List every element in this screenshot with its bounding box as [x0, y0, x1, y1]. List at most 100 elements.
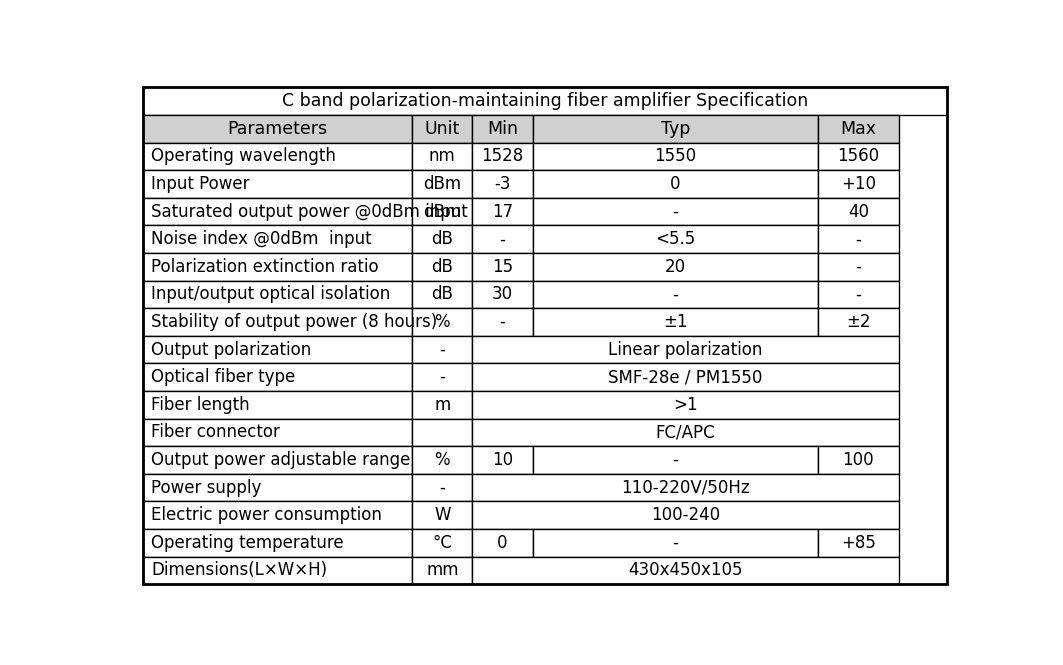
Bar — [472, 143, 533, 170]
Text: Noise index @0dBm  input: Noise index @0dBm input — [151, 230, 372, 248]
Text: dBm: dBm — [423, 175, 461, 193]
Text: Input/output optical isolation: Input/output optical isolation — [151, 285, 390, 303]
Text: +85: +85 — [841, 534, 876, 552]
Text: Stability of output power (8 hours): Stability of output power (8 hours) — [151, 313, 437, 331]
Bar — [142, 198, 412, 225]
Bar — [412, 363, 472, 391]
Text: %: % — [435, 313, 450, 331]
Text: m: m — [434, 396, 451, 414]
Text: 10: 10 — [492, 451, 513, 469]
Bar — [412, 336, 472, 363]
Bar — [533, 170, 819, 198]
Bar — [412, 309, 472, 336]
Text: ±2: ±2 — [846, 313, 871, 331]
Text: +10: +10 — [841, 175, 876, 193]
Bar — [533, 253, 819, 281]
Text: dB: dB — [432, 258, 453, 276]
Bar — [533, 225, 819, 253]
Bar — [819, 281, 898, 309]
Text: Optical fiber type: Optical fiber type — [151, 368, 296, 386]
Text: 1528: 1528 — [482, 148, 524, 166]
Bar — [412, 391, 472, 418]
Text: SMF-28e / PM1550: SMF-28e / PM1550 — [608, 368, 762, 386]
Bar — [412, 170, 472, 198]
Text: -: - — [856, 258, 861, 276]
Bar — [412, 253, 472, 281]
Text: W: W — [434, 506, 451, 524]
Text: 110-220V/50Hz: 110-220V/50Hz — [621, 479, 749, 497]
Bar — [412, 115, 472, 143]
Bar — [819, 225, 898, 253]
Text: dB: dB — [432, 230, 453, 248]
Text: -: - — [856, 285, 861, 303]
Text: Fiber connector: Fiber connector — [151, 424, 280, 442]
Text: Output power adjustable range: Output power adjustable range — [151, 451, 410, 469]
Text: <5.5: <5.5 — [655, 230, 695, 248]
Bar — [412, 501, 472, 529]
Text: -: - — [673, 203, 678, 221]
Bar — [533, 143, 819, 170]
Bar — [472, 473, 898, 501]
Text: Input Power: Input Power — [151, 175, 250, 193]
Bar — [142, 309, 412, 336]
Bar — [142, 225, 412, 253]
Bar — [472, 363, 898, 391]
Text: Saturated output power @0dBm input: Saturated output power @0dBm input — [151, 203, 468, 221]
Bar — [142, 446, 412, 473]
Text: 0: 0 — [497, 534, 508, 552]
Text: 40: 40 — [848, 203, 868, 221]
Bar — [412, 473, 472, 501]
Text: Typ: Typ — [661, 120, 690, 138]
Bar — [819, 446, 898, 473]
Text: nm: nm — [428, 148, 456, 166]
Text: ±1: ±1 — [663, 313, 688, 331]
Bar — [472, 529, 533, 557]
Bar — [819, 170, 898, 198]
Bar — [142, 253, 412, 281]
Bar — [533, 281, 819, 309]
Bar — [142, 557, 412, 584]
Bar — [412, 557, 472, 584]
Text: Linear polarization: Linear polarization — [608, 340, 762, 358]
Text: -: - — [856, 230, 861, 248]
Bar — [472, 336, 898, 363]
Bar — [142, 143, 412, 170]
Text: 100-240: 100-240 — [651, 506, 720, 524]
Bar — [412, 418, 472, 446]
Bar — [142, 473, 412, 501]
Text: Polarization extinction ratio: Polarization extinction ratio — [151, 258, 378, 276]
Bar — [472, 281, 533, 309]
Text: 430x450x105: 430x450x105 — [628, 561, 743, 579]
Text: C band polarization-maintaining fiber amplifier Specification: C band polarization-maintaining fiber am… — [282, 92, 808, 110]
Text: Parameters: Parameters — [227, 120, 327, 138]
Bar — [142, 529, 412, 557]
Text: dBm: dBm — [423, 203, 461, 221]
Text: -: - — [673, 285, 678, 303]
Text: 0: 0 — [670, 175, 680, 193]
Text: 15: 15 — [492, 258, 513, 276]
Text: -: - — [673, 534, 678, 552]
Bar — [472, 391, 898, 418]
Bar — [142, 418, 412, 446]
Text: °C: °C — [433, 534, 452, 552]
Text: FC/APC: FC/APC — [656, 424, 715, 442]
Text: -: - — [500, 313, 506, 331]
Bar — [412, 143, 472, 170]
Text: mm: mm — [426, 561, 458, 579]
Bar — [142, 501, 412, 529]
Text: Fiber length: Fiber length — [151, 396, 250, 414]
Bar — [472, 115, 533, 143]
Bar — [472, 225, 533, 253]
Bar — [412, 529, 472, 557]
Bar — [412, 198, 472, 225]
Text: 1560: 1560 — [838, 148, 879, 166]
Bar — [412, 281, 472, 309]
Bar — [142, 281, 412, 309]
Text: 30: 30 — [492, 285, 513, 303]
Text: 1550: 1550 — [655, 148, 696, 166]
Text: 20: 20 — [664, 258, 686, 276]
Bar — [472, 309, 533, 336]
Bar — [472, 501, 898, 529]
Text: 17: 17 — [492, 203, 513, 221]
Text: %: % — [435, 451, 450, 469]
